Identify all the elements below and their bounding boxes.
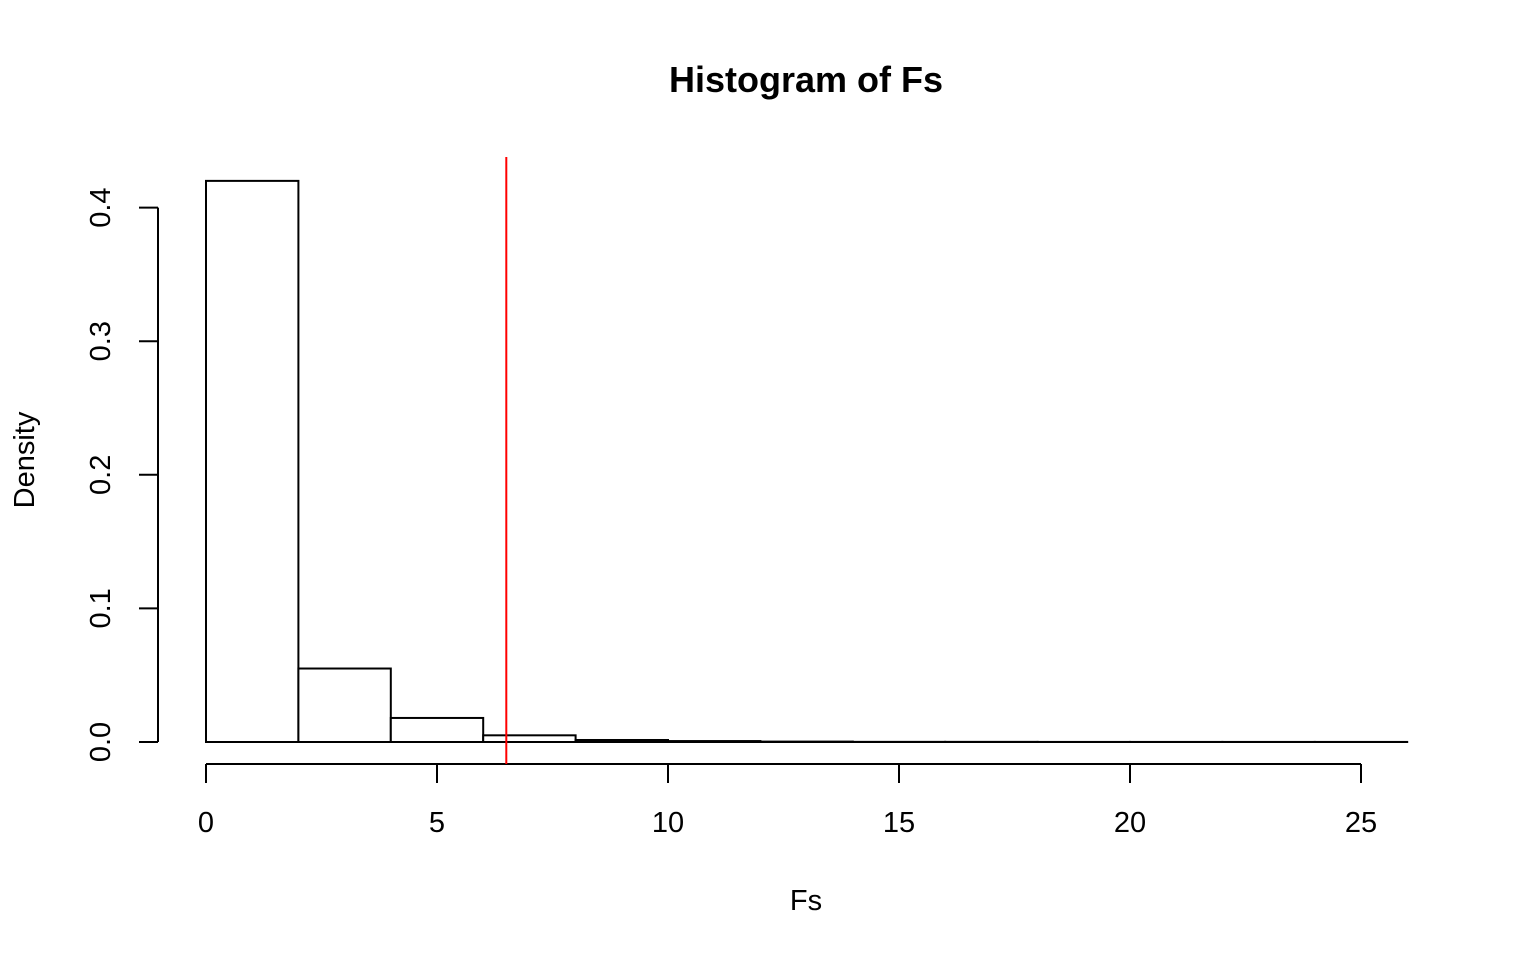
histogram-bar (482, 734, 577, 744)
histogram-bar (667, 740, 762, 744)
y-axis: 0.0 0.1 0.2 0.3 0.4 (85, 187, 159, 762)
y-axis-label: Density (9, 411, 41, 508)
y-tick-label: 0.3 (85, 321, 117, 361)
histogram-bar (389, 716, 485, 744)
histogram-bar (297, 667, 392, 744)
x-tick-label: 20 (1114, 807, 1146, 839)
x-tick-label: 5 (429, 807, 445, 839)
x-tick-label: 15 (883, 807, 915, 839)
x-tick-label: 0 (198, 807, 214, 839)
x-tick-label: 25 (1345, 807, 1377, 839)
y-tick-label: 0.1 (85, 588, 117, 628)
x-axis: 0 5 10 15 20 25 (198, 763, 1377, 839)
x-axis-label: Fs (790, 885, 822, 917)
chart-title: Histogram of Fs (669, 59, 943, 100)
x-tick-label: 10 (652, 807, 684, 839)
histogram-bar (205, 179, 300, 743)
y-tick-label: 0.4 (85, 187, 117, 227)
y-tick-label: 0.2 (85, 455, 117, 495)
y-tick-label: 0.0 (85, 722, 117, 762)
histogram-bar (574, 738, 669, 743)
histogram-bars (205, 179, 1409, 744)
